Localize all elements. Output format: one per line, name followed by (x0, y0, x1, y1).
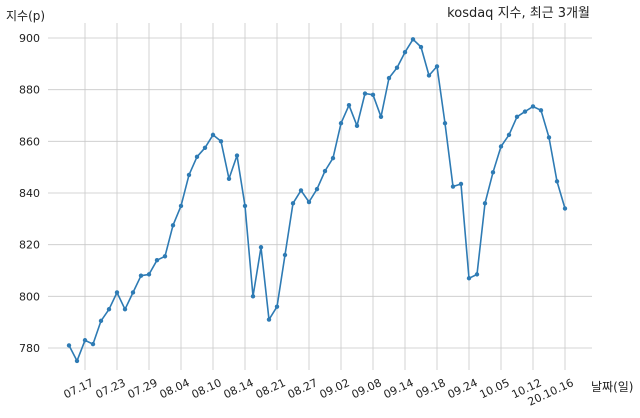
data-point (274, 304, 280, 309)
data-point (290, 201, 296, 206)
data-point (234, 153, 240, 158)
data-point (322, 168, 328, 174)
data-point (498, 144, 504, 149)
x-tick-label: 07.17 (62, 376, 96, 401)
y-tick-label: 780 (19, 342, 40, 355)
y-tick-labels: 780 800 820 840 860 880 900 (19, 32, 40, 355)
data-point (114, 290, 120, 295)
data-point (138, 273, 144, 278)
data-point (306, 199, 312, 205)
data-point (210, 132, 216, 138)
data-point (538, 108, 544, 113)
data-point (522, 109, 528, 114)
data-point (554, 179, 560, 184)
x-tick-label: 08.04 (158, 376, 192, 401)
data-point (74, 358, 80, 364)
data-point (410, 37, 416, 42)
y-tick-label: 840 (19, 187, 40, 200)
series-kosdaq (66, 37, 568, 364)
data-point (418, 44, 424, 50)
data-point (386, 75, 392, 81)
data-point (106, 307, 112, 312)
grid (48, 23, 592, 370)
data-point (514, 114, 520, 119)
data-point (450, 184, 456, 189)
data-point (186, 172, 192, 178)
data-point (346, 102, 352, 108)
data-point (426, 73, 432, 78)
data-point (370, 92, 376, 98)
x-tick-label: 08.27 (286, 376, 320, 401)
x-tick-labels: 07.1707.2307.2908.0408.1008.1408.2108.27… (62, 376, 576, 408)
x-tick-label: 07.29 (126, 376, 160, 401)
data-point (66, 343, 72, 348)
data-point (258, 245, 264, 250)
x-tick-label: 07.23 (94, 376, 128, 401)
data-point (218, 139, 224, 144)
x-tick-label: 09.24 (446, 376, 480, 401)
data-point (562, 206, 568, 211)
data-point (242, 203, 248, 209)
x-tick-label: 09.14 (382, 376, 416, 401)
x-tick-label: 09.08 (350, 376, 384, 401)
y-tick-label: 880 (19, 84, 40, 97)
data-point (546, 135, 552, 140)
data-point (90, 341, 96, 347)
data-point (506, 132, 512, 138)
x-tick-label: 10.05 (478, 376, 512, 401)
data-point (170, 223, 176, 228)
data-point (122, 307, 128, 312)
y-tick-label: 820 (19, 239, 40, 252)
y-axis-label: 지수(p) (6, 9, 45, 23)
data-point (266, 317, 272, 322)
data-point (394, 65, 400, 70)
data-point (466, 276, 472, 281)
x-tick-label: 08.21 (254, 376, 288, 401)
data-point (490, 170, 496, 175)
data-point (130, 290, 136, 295)
data-point (458, 181, 464, 187)
x-tick-label: 08.10 (190, 376, 224, 401)
series-line (68, 38, 566, 362)
data-point (330, 155, 336, 161)
data-point (146, 272, 152, 277)
y-tick-label: 860 (19, 135, 40, 148)
data-point (314, 186, 320, 192)
x-tick-label: 09.02 (318, 376, 352, 401)
data-point (434, 64, 440, 69)
x-tick-label: 09.18 (414, 376, 448, 401)
y-tick-label: 900 (19, 32, 40, 45)
data-point (202, 145, 208, 150)
data-point (362, 91, 368, 96)
data-point (530, 104, 536, 109)
data-point (226, 176, 232, 181)
x-axis-label: 날짜(일) (591, 380, 633, 394)
data-point (482, 201, 488, 206)
chart-title: kosdaq 지수, 최근 3개월 (447, 6, 590, 21)
data-point (154, 257, 160, 263)
data-point (194, 154, 200, 160)
data-point (474, 272, 480, 277)
data-point (282, 252, 288, 258)
data-point (82, 338, 88, 343)
data-point (354, 123, 360, 129)
x-tick-label: 08.14 (222, 376, 256, 401)
y-tick-label: 800 (19, 290, 40, 303)
data-point (402, 50, 408, 55)
data-point (178, 203, 184, 209)
data-point (378, 114, 384, 119)
data-point (338, 121, 344, 126)
data-point (98, 318, 104, 324)
data-point (162, 254, 168, 259)
data-point (298, 188, 304, 193)
data-point (250, 294, 256, 299)
data-point (442, 121, 448, 126)
